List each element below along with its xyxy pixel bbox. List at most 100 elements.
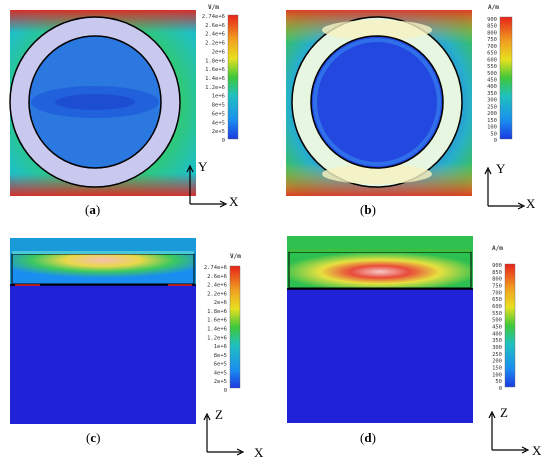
tick-label: 900 xyxy=(487,17,497,23)
tick-label: 900 xyxy=(492,263,502,269)
tick-label: 100 xyxy=(492,372,502,378)
tick-label: 2.74e+6 xyxy=(204,265,227,271)
unit-c: V/m xyxy=(230,253,241,260)
slab-d xyxy=(288,251,472,289)
tick-label: 4e+5 xyxy=(212,120,225,126)
tick-label: 200 xyxy=(487,111,497,117)
tick-label: 2.4e+6 xyxy=(207,283,227,289)
tick-label: 400 xyxy=(487,84,497,90)
tick-label: 800 xyxy=(487,30,497,36)
tick-label: 500 xyxy=(487,71,497,77)
tick-label: 1.2e+6 xyxy=(205,85,225,91)
tick-label: 2e+5 xyxy=(214,379,227,385)
panel-d: A/m 900850800750700650600550500450400350… xyxy=(287,236,542,458)
tick-label: 2e+6 xyxy=(214,300,227,306)
tick-label: 1.8e+6 xyxy=(205,58,225,64)
tick-label: 750 xyxy=(492,284,502,290)
tick-label: 700 xyxy=(487,44,497,50)
colorbar-b: A/m 900850800750700650600550500450400350… xyxy=(487,4,513,144)
tick-label: 350 xyxy=(492,338,502,344)
tick-label: 800 xyxy=(492,277,502,283)
tick-label: 250 xyxy=(487,104,497,110)
tick-label: 1.4e+6 xyxy=(207,327,227,333)
panel-b: A/m 900850800750700650600550500450400350… xyxy=(286,4,536,211)
tick-label: 4e+5 xyxy=(214,370,227,376)
axis-x-c: X xyxy=(254,445,264,460)
tick-label: 2.2e+6 xyxy=(207,291,227,297)
tick-label: 2.6e+6 xyxy=(207,274,227,280)
tick-label: 100 xyxy=(487,125,497,131)
tick-labels-a: 2.74e+6 2.6e+6 2.4e+6 2.2e+6 2e+6 1.8e+6 1.6e+… xyxy=(202,14,225,144)
tick-label: 2.2e+6 xyxy=(205,41,225,47)
tick-label: 1.2e+6 xyxy=(207,335,227,341)
caption-c: (c) xyxy=(86,430,101,445)
tick-label: 850 xyxy=(492,270,502,276)
tick-label: 450 xyxy=(492,325,502,331)
tick-label: 150 xyxy=(492,366,502,372)
colorbar-c: V/m 2.74e+6 2.6e+6 2.4e+6 2.2e+6 2e+6 1.8e+6 1… xyxy=(204,253,241,394)
tick-label: 0 xyxy=(224,388,227,394)
tick-label: 2e+5 xyxy=(212,129,225,135)
tick-label: 750 xyxy=(487,37,497,43)
tick-label: 150 xyxy=(487,118,497,124)
tick-label: 2.6e+6 xyxy=(205,23,225,29)
axis-z-c: Z xyxy=(215,407,223,422)
tick-label: 2.74e+6 xyxy=(202,14,225,20)
axis-triad-d: Z X xyxy=(488,405,542,458)
tick-label: 850 xyxy=(487,24,497,30)
axis-z-d: Z xyxy=(500,405,508,420)
tick-label: 0 xyxy=(499,386,502,392)
caption-d: (d) xyxy=(360,430,376,445)
tick-label: 1.6e+6 xyxy=(207,318,227,324)
tick-label: 1.4e+6 xyxy=(205,76,225,82)
tick-label: 700 xyxy=(492,290,502,296)
panel-a: V/m 2.74e+6 2.6e+6 2.4e+6 2.2e+6 2e+6 1.8e+6 1… xyxy=(9,4,239,209)
tick-label: 1.8e+6 xyxy=(207,309,227,315)
tick-label: 650 xyxy=(487,51,497,57)
tick-label: 250 xyxy=(492,352,502,358)
tick-label: 0 xyxy=(494,138,497,144)
axis-triad-c: Z X xyxy=(203,407,264,460)
tick-label: 550 xyxy=(492,311,502,317)
slab-c xyxy=(11,253,195,285)
tick-label: 650 xyxy=(492,297,502,303)
tick-labels-c: 2.74e+6 2.6e+6 2.4e+6 2.2e+6 2e+6 1.8e+6 1.6e+… xyxy=(204,265,227,394)
core-b xyxy=(310,35,444,169)
axis-x-d: X xyxy=(532,443,542,458)
tick-label: 350 xyxy=(487,91,497,97)
tick-label: 300 xyxy=(492,345,502,351)
tick-label: 300 xyxy=(487,98,497,104)
colorbar-a: V/m 2.74e+6 2.6e+6 2.4e+6 2.2e+6 2e+6 1.8e+6 1… xyxy=(202,4,239,144)
axis-y-b: Y xyxy=(496,161,506,176)
tick-label: 600 xyxy=(487,57,497,63)
tick-label: 200 xyxy=(492,359,502,365)
unit-d: A/m xyxy=(492,245,503,252)
tick-label: 2.4e+6 xyxy=(205,32,225,38)
tick-labels-d: 9008508007507006506005505004504003503002… xyxy=(492,263,502,392)
tick-label: 6e+5 xyxy=(214,362,227,368)
tick-label: 500 xyxy=(492,318,502,324)
tick-label: 400 xyxy=(492,331,502,337)
substrate-c xyxy=(10,284,196,424)
tick-label: 8e+5 xyxy=(214,353,227,359)
axis-x-a: X xyxy=(229,194,239,209)
tick-label: 1e+6 xyxy=(214,344,227,350)
tick-label: 50 xyxy=(490,131,497,137)
tick-label: 8e+5 xyxy=(212,103,225,109)
tick-label: 1.6e+6 xyxy=(205,67,225,73)
axis-triad-a: Y X xyxy=(186,159,239,209)
colorbar-d: A/m 900850800750700650600550500450400350… xyxy=(492,245,516,392)
axis-y-a: Y xyxy=(198,159,208,174)
tick-labels-b: 9008508007507006506005505004504003503002… xyxy=(487,17,497,144)
tick-label: 50 xyxy=(495,379,502,385)
tick-label: 450 xyxy=(487,78,497,84)
substrate-d xyxy=(287,288,473,423)
tick-label: 0 xyxy=(222,138,225,144)
caption-a: (a) xyxy=(85,202,101,217)
unit-b: A/m xyxy=(488,4,499,11)
unit-a: V/m xyxy=(208,4,219,11)
axis-x-b: X xyxy=(526,196,536,211)
caption-b: (b) xyxy=(360,202,376,217)
tick-label: 550 xyxy=(487,64,497,70)
tick-label: 600 xyxy=(492,304,502,310)
